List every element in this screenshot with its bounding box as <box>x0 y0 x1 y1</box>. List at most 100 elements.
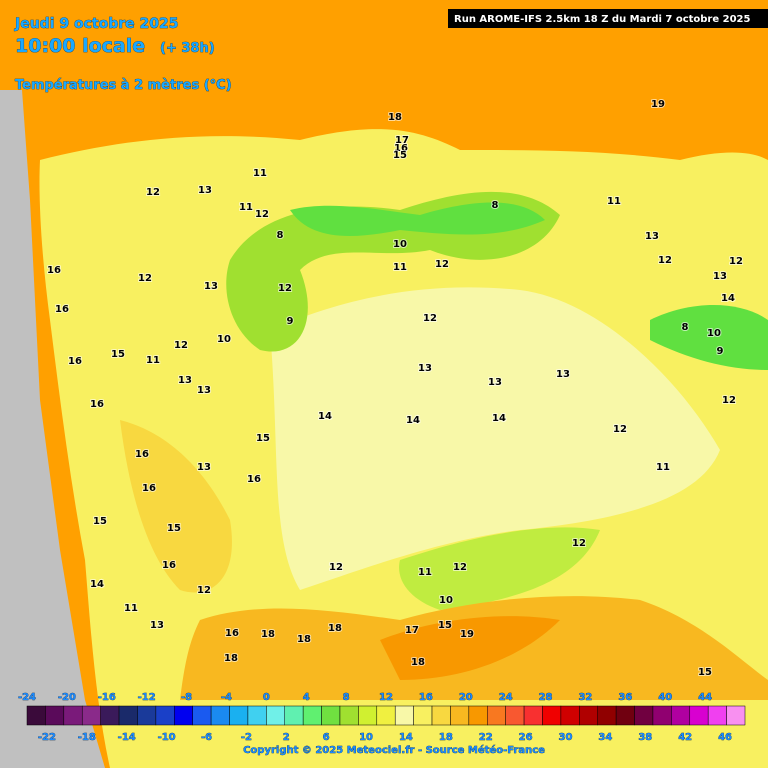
copyright: Copyright © 2025 Meteociel.fr - Source M… <box>243 744 545 756</box>
legend-swatch <box>450 705 470 726</box>
contour-label: 11 <box>124 603 138 614</box>
contour-label: 12 <box>423 313 437 324</box>
legend-label: -18 <box>78 732 96 743</box>
mountains-south <box>399 527 600 610</box>
legend-swatch <box>137 705 157 726</box>
legend-label: 12 <box>379 692 393 703</box>
legend-swatch <box>45 705 65 726</box>
contour-label: 10 <box>707 328 721 339</box>
contour-label: 11 <box>656 462 670 473</box>
legend-swatch <box>118 705 138 726</box>
legend-label: 32 <box>578 692 592 703</box>
contour-label: 12 <box>729 256 743 267</box>
legend-label: -8 <box>181 692 192 703</box>
contour-label: 16 <box>90 399 104 410</box>
legend-label: 46 <box>718 732 732 743</box>
legend-swatch <box>376 705 396 726</box>
contour-label: 13 <box>713 271 727 282</box>
contour-label: 13 <box>418 363 432 374</box>
contour-label: 14 <box>406 415 420 426</box>
contour-label: 9 <box>287 316 294 327</box>
contour-label: 11 <box>146 355 160 366</box>
south-warmer <box>380 616 560 680</box>
contour-label: 12 <box>329 562 343 573</box>
run-info: Run AROME-IFS 2.5km 18 Z du Mardi 7 octo… <box>454 14 750 25</box>
legend-swatch <box>431 705 451 726</box>
legend-swatch <box>560 705 580 726</box>
contour-label: 13 <box>488 377 502 388</box>
contour-label: 10 <box>217 334 231 345</box>
contour-label: 16 <box>394 143 408 154</box>
contour-label: 14 <box>721 293 735 304</box>
legend-label: 4 <box>303 692 310 703</box>
contour-label: 17 <box>395 135 409 146</box>
legend-swatch <box>284 705 304 726</box>
legend-label: 30 <box>559 732 573 743</box>
mountains-high <box>290 202 545 236</box>
legend-swatch <box>413 705 433 726</box>
legend-swatch <box>302 705 322 726</box>
legend-swatch <box>63 705 83 726</box>
contour-label: 11 <box>607 196 621 207</box>
contour-label: 18 <box>411 657 425 668</box>
west-warm <box>120 420 232 593</box>
legend-swatch <box>394 705 414 726</box>
legend-label: 26 <box>519 732 533 743</box>
legend-label: 2 <box>283 732 290 743</box>
contour-label: 13 <box>198 185 212 196</box>
contour-label: 10 <box>439 595 453 606</box>
legend-label: 40 <box>658 692 672 703</box>
contour-label: 12 <box>146 187 160 198</box>
legend-label: 44 <box>698 692 712 703</box>
legend-swatch <box>726 705 746 726</box>
legend-swatch <box>339 705 359 726</box>
contour-label: 16 <box>135 449 149 460</box>
contour-label: 12 <box>174 340 188 351</box>
contour-label: 16 <box>162 560 176 571</box>
legend-label: -14 <box>118 732 136 743</box>
contour-label: 12 <box>138 273 152 284</box>
contour-label: 11 <box>418 567 432 578</box>
contour-label: 15 <box>256 433 270 444</box>
legend-swatch <box>358 705 378 726</box>
contour-label: 16 <box>68 356 82 367</box>
contour-label: 13 <box>204 281 218 292</box>
legend-label: 36 <box>618 692 632 703</box>
legend-swatch <box>81 705 101 726</box>
legend-swatch <box>689 705 709 726</box>
contour-label: 16 <box>142 483 156 494</box>
legend-swatch <box>155 705 175 726</box>
run-box <box>448 9 768 28</box>
legend-label: 22 <box>479 732 493 743</box>
legend-label: -10 <box>158 732 176 743</box>
legend-swatch <box>229 705 249 726</box>
contour-label: 13 <box>197 385 211 396</box>
contour-label: 8 <box>277 230 284 241</box>
legend-label: 38 <box>638 732 652 743</box>
legend-swatch <box>487 705 506 726</box>
contour-label: 13 <box>150 620 164 631</box>
legend-label: 18 <box>439 732 453 743</box>
legend-swatch <box>100 705 120 726</box>
contour-label: 11 <box>239 202 253 213</box>
legend-swatch <box>266 705 285 726</box>
legend-swatch <box>210 705 230 726</box>
legend-label: 20 <box>459 692 473 703</box>
date: Jeudi 9 octobre 2025 <box>14 16 178 32</box>
contour-label: 13 <box>197 462 211 473</box>
contour-label: 10 <box>393 239 407 250</box>
legend-label: 0 <box>263 692 270 703</box>
contour-label: 15 <box>93 516 107 527</box>
legend-swatch <box>597 705 617 726</box>
contour-label: 12 <box>722 395 736 406</box>
contour-label: 16 <box>247 474 261 485</box>
legend-label: 14 <box>399 732 413 743</box>
legend-swatch <box>26 705 46 726</box>
contour-label: 13 <box>556 369 570 380</box>
contour-label: 12 <box>572 538 586 549</box>
contour-label: 12 <box>197 585 211 596</box>
legend-swatch <box>652 705 672 726</box>
legend-label: -20 <box>58 692 76 703</box>
contour-label: 15 <box>393 150 407 161</box>
